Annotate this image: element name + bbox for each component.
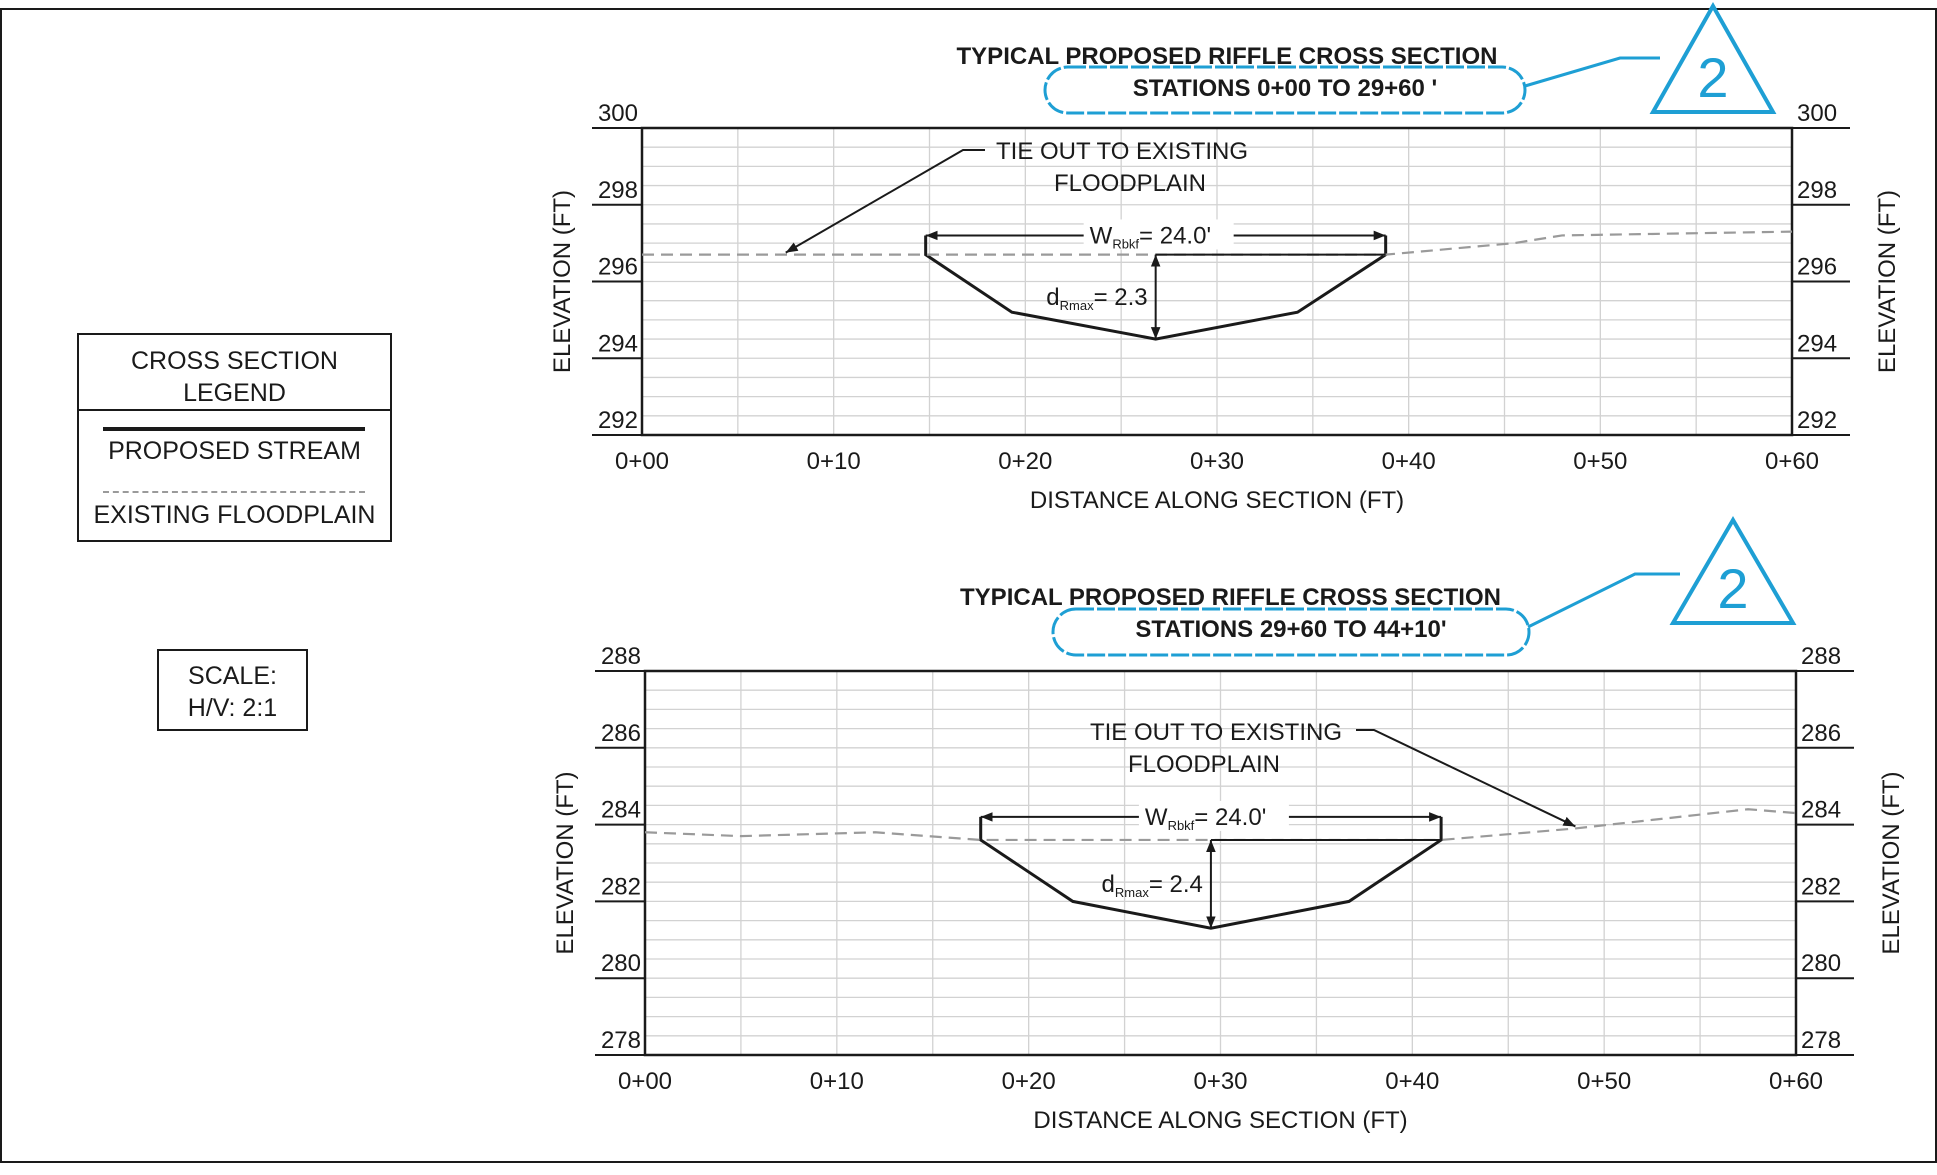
y-tick-label-right: 300: [1797, 100, 1837, 127]
x-tick-label: 0+00: [618, 1068, 672, 1095]
y-tick-label-left: 282: [601, 873, 641, 900]
y-tick-label-left: 278: [601, 1027, 641, 1054]
y-tick-label-right: 298: [1797, 177, 1837, 204]
x-tick-label: 0+60: [1765, 448, 1819, 475]
y-tick-label-left: 284: [601, 797, 641, 824]
x-tick-label: 0+50: [1573, 448, 1627, 475]
sheet-border: [0, 8, 1937, 1163]
y-tick-label-left: 286: [601, 720, 641, 747]
revision-leader: [1524, 56, 1660, 88]
legend-title-line1: CROSS SECTION: [131, 347, 338, 375]
x-tick-label: 0+50: [1577, 1068, 1631, 1095]
tie-out-label-line2: FLOODPLAIN: [1054, 170, 1206, 197]
revision-triangle: [1649, 1, 1777, 114]
x-axis-label: DISTANCE ALONG SECTION (FT): [1033, 1107, 1407, 1134]
legend-title: CROSS SECTION LEGEND: [79, 345, 390, 409]
width-label-mask: [1138, 800, 1289, 831]
y-tick-label-left: 300: [598, 100, 638, 127]
y-tick-label-left: 298: [598, 177, 638, 204]
x-tick-label: 0+10: [807, 448, 861, 475]
y-tick-label-right: 286: [1801, 720, 1841, 747]
charts-layer: 292 292 294 294 296 296 298 298 300 300 0+00 0+10 0+…: [549, 1, 1905, 1134]
revision-number: 2: [1697, 46, 1728, 109]
scale-label: SCALE:: [188, 662, 277, 690]
revision-cloud: [1051, 607, 1531, 657]
revision-cloud: [1043, 65, 1527, 115]
legend-divider: [79, 409, 390, 411]
x-tick-label: 0+40: [1385, 1068, 1439, 1095]
y-tick-label-left: 288: [601, 643, 641, 670]
y-axis-label-right: ELEVATION (FT): [1878, 771, 1905, 954]
y-tick-label-left: 292: [598, 407, 638, 434]
y-tick-label-right: 282: [1801, 873, 1841, 900]
y-tick-label-left: 294: [598, 330, 638, 357]
y-tick-label-left: 280: [601, 950, 641, 977]
y-tick-label-right: 280: [1801, 950, 1841, 977]
y-tick-label-right: 284: [1801, 797, 1841, 824]
tie-out-label-line1: TIE OUT TO EXISTING: [1090, 719, 1342, 746]
y-axis-label-left: ELEVATION (FT): [549, 190, 576, 373]
y-axis-label-right: ELEVATION (FT): [1874, 190, 1901, 373]
bankfull-width-label: WRbkf= 24.0': [1090, 222, 1211, 251]
x-tick-label: 0+20: [1002, 1068, 1056, 1095]
cross-section-chart-1: 292 292 294 294 296 296 298 298 300 300 0+00 0+10 0+…: [549, 1, 1901, 514]
x-axis-label: DISTANCE ALONG SECTION (FT): [1030, 487, 1404, 514]
x-tick-label: 0+10: [810, 1068, 864, 1095]
legend-proposed-swatch: [103, 427, 365, 431]
legend-title-line2: LEGEND: [183, 379, 286, 407]
revision-triangle: [1669, 516, 1797, 625]
x-tick-label: 0+30: [1190, 448, 1244, 475]
y-tick-label-right: 278: [1801, 1027, 1841, 1054]
existing-floodplain-line: [644, 808, 1797, 842]
cross-section-chart-2: 278 278 280 280 282 282 284 284 286 286 288 288 0+00…: [552, 516, 1905, 1134]
x-tick-label: 0+20: [998, 448, 1052, 475]
max-depth-label: dRmax= 2.4: [1102, 871, 1203, 900]
revision-number: 2: [1717, 557, 1748, 620]
chart-subtitle: STATIONS 0+00 TO 29+60 ': [1133, 75, 1438, 102]
y-axis-label-left: ELEVATION (FT): [552, 771, 579, 954]
x-tick-label: 0+40: [1382, 448, 1436, 475]
bankfull-width-label: WRbkf= 24.0': [1145, 804, 1266, 833]
x-tick-label: 0+00: [615, 448, 669, 475]
revision-leader: [1527, 572, 1680, 629]
scale-ratio: H/V: 2:1: [187, 694, 278, 722]
plot-frame: [643, 669, 1798, 1057]
chart-title: TYPICAL PROPOSED RIFFLE CROSS SECTION: [960, 584, 1501, 611]
chart-title: TYPICAL PROPOSED RIFFLE CROSS SECTION: [957, 43, 1498, 70]
y-tick-label-right: 296: [1797, 254, 1837, 281]
x-tick-label: 0+30: [1193, 1068, 1247, 1095]
scale-box: SCALE: H/V: 2:1: [157, 649, 308, 731]
tie-out-label-line1: TIE OUT TO EXISTING: [996, 138, 1248, 165]
x-tick-label: 0+60: [1769, 1068, 1823, 1095]
tie-out-leader: [785, 149, 985, 254]
y-tick-label-left: 296: [598, 254, 638, 281]
legend-proposed-label: PROPOSED STREAM: [108, 437, 361, 465]
y-tick-label-right: 294: [1797, 330, 1837, 357]
tie-out-leader: [1356, 729, 1576, 828]
y-tick-label-right: 292: [1797, 407, 1837, 434]
tie-out-label-line2: FLOODPLAIN: [1128, 751, 1280, 778]
max-depth-label: dRmax= 2.3: [1046, 284, 1147, 313]
legend-existing-swatch: [103, 491, 365, 493]
legend-existing-label: EXISTING FLOODPLAIN: [93, 501, 376, 529]
grid: [642, 128, 1792, 435]
chart-subtitle: STATIONS 29+60 TO 44+10': [1135, 616, 1446, 643]
y-tick-label-right: 288: [1801, 643, 1841, 670]
cross-section-legend: CROSS SECTION LEGEND PROPOSED STREAM EXI…: [77, 333, 392, 542]
width-label-mask: [1083, 219, 1234, 250]
